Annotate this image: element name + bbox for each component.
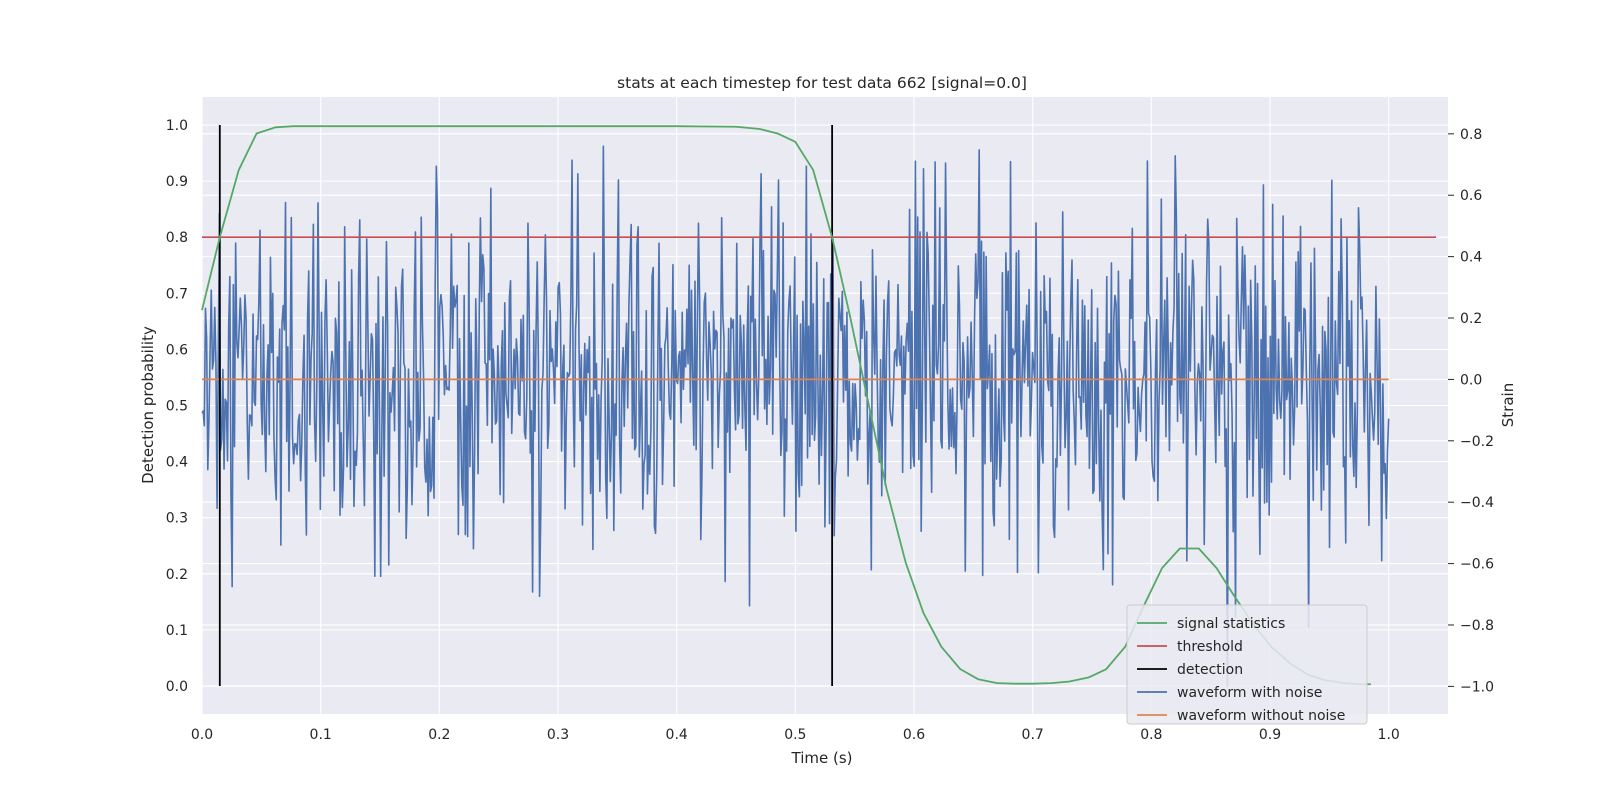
x-tick-label: 0.7 xyxy=(1022,727,1044,743)
y-tick-label-right: 0.6 xyxy=(1460,188,1482,204)
x-tick-label: 0.6 xyxy=(903,727,925,743)
x-tick-label: 0.4 xyxy=(666,727,688,743)
chart-title: stats at each timestep for test data 662… xyxy=(617,74,1027,92)
y-tick-label-left: 0.4 xyxy=(166,455,188,471)
x-tick-label: 0.0 xyxy=(191,727,213,743)
y-axis-label-right: Strain xyxy=(1499,383,1517,427)
y-tick-label-right: 0.2 xyxy=(1460,311,1482,327)
y-tick-label-right: −1.0 xyxy=(1460,679,1494,695)
x-tick-label: 0.8 xyxy=(1140,727,1162,743)
y-axis-label-left: Detection probability xyxy=(139,326,157,484)
y-tick-label-left: 0.7 xyxy=(166,286,188,302)
y-tick-label-right: −0.6 xyxy=(1460,557,1494,573)
y-tick-label-left: 0.6 xyxy=(166,342,188,358)
legend-label: threshold xyxy=(1177,639,1243,655)
y-tick-label-left: 1.0 xyxy=(166,118,188,134)
x-tick-label: 0.1 xyxy=(310,727,332,743)
y-tick-label-right: 0.8 xyxy=(1460,127,1482,143)
y-tick-label-right: 0.4 xyxy=(1460,250,1482,266)
legend-box xyxy=(1126,604,1368,725)
y-tick-label-right: −0.8 xyxy=(1460,618,1494,634)
x-tick-label: 0.3 xyxy=(547,727,569,743)
x-tick-label: 0.9 xyxy=(1259,727,1281,743)
y-tick-label-left: 0.8 xyxy=(166,230,188,246)
series-waveform-with-noise xyxy=(201,145,1390,688)
axes-layer: 0.0 0.1 0.2 0.3 0.4 0.5 0.6 0.7 0.8 0.9 1.0 0.0 0.1 0… xyxy=(166,118,1494,743)
y-tick-label-right: −0.4 xyxy=(1460,495,1494,511)
x-tick-label: 0.5 xyxy=(784,727,806,743)
y-tick-label-left: 0.1 xyxy=(166,623,188,639)
x-tick-label: 0.2 xyxy=(428,727,450,743)
y-tick-label-left: 0.9 xyxy=(166,174,188,190)
legend-label: waveform with noise xyxy=(1177,685,1322,701)
legend-label: waveform without noise xyxy=(1177,708,1345,724)
y-tick-label-left: 0.0 xyxy=(166,679,188,695)
legend-label: signal statistics xyxy=(1177,616,1285,632)
x-axis-label: Time (s) xyxy=(791,749,853,767)
legend-label: detection xyxy=(1177,662,1243,678)
y-tick-label-right: 0.0 xyxy=(1460,372,1482,388)
x-tick-label: 1.0 xyxy=(1378,727,1400,743)
legend: signal statistics threshold detection wavef… xyxy=(1126,604,1368,725)
y-tick-label-left: 0.2 xyxy=(166,567,188,583)
y-tick-label-right: −0.2 xyxy=(1460,434,1494,450)
y-tick-label-left: 0.5 xyxy=(166,399,188,415)
y-tick-label-left: 0.3 xyxy=(166,511,188,527)
